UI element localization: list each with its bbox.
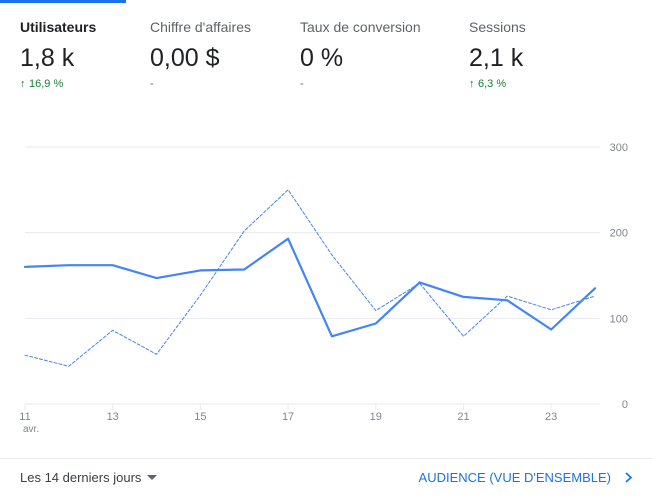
x-axis-month-label: avr. [23, 424, 39, 435]
metric-change-value: - [300, 78, 304, 90]
metric-value: 0 % [300, 44, 344, 72]
metric-title: Sessions [469, 19, 526, 35]
arrow-up-icon: ↑ [469, 78, 475, 90]
metric-title: Taux de conversion [300, 19, 421, 35]
line-chart: 0 100 200 300 11 13 15 17 19 21 23 avr. [19, 142, 628, 435]
audience-overview-link[interactable]: AUDIENCE (VUE D'ENSEMBLE) [419, 470, 632, 485]
metric-tabs: Utilisateurs 1,8 k ↑ 16,9 % Chiffre d'aff… [0, 0, 652, 110]
arrow-up-icon: ↑ [20, 78, 26, 90]
y-tick-label: 200 [610, 228, 628, 240]
metric-title: Utilisateurs [20, 19, 97, 35]
metric-tab-sessions[interactable]: Sessions 2,1 k ↑ 6,3 % [469, 0, 589, 100]
report-link-label: AUDIENCE (VUE D'ENSEMBLE) [418, 470, 611, 485]
x-tick-label: 11 [19, 411, 30, 423]
metric-change-value: - [150, 78, 154, 90]
x-tick-label: 19 [370, 411, 382, 423]
x-tick-label: 13 [107, 411, 119, 423]
y-tick-label: 100 [610, 313, 628, 325]
metric-change-value: 16,9 % [29, 78, 64, 90]
x-tick-label: 17 [282, 411, 294, 423]
metric-value: 1,8 k [20, 44, 75, 72]
metric-change: - [150, 78, 154, 90]
x-tick-label: 15 [194, 411, 206, 423]
metric-change: ↑ 6,3 % [469, 78, 506, 90]
metric-tab-revenue[interactable]: Chiffre d'affaires 0,00 $ - [150, 0, 290, 100]
chevron-right-icon [625, 472, 632, 483]
caret-down-icon [147, 475, 158, 481]
card-footer: Les 14 derniers jours AUDIENCE (VUE D'EN… [0, 458, 652, 498]
metric-change: - [300, 78, 304, 90]
date-range-dropdown[interactable]: Les 14 derniers jours [20, 470, 158, 485]
series-current-period-line [23, 237, 597, 338]
x-tick-label: 21 [457, 411, 469, 423]
active-tab-indicator [0, 0, 126, 3]
series-previous-period-line [24, 189, 596, 367]
metric-value: 2,1 k [469, 44, 524, 72]
metric-change-value: 6,3 % [478, 78, 507, 90]
metric-tab-conversion-rate[interactable]: Taux de conversion 0 % - [300, 0, 450, 100]
x-tick-label: 23 [545, 411, 557, 423]
y-tick-label: 0 [622, 399, 628, 411]
metric-tab-users[interactable]: Utilisateurs 1,8 k ↑ 16,9 % [20, 0, 140, 100]
metric-title: Chiffre d'affaires [150, 19, 251, 35]
y-tick-label: 300 [610, 142, 628, 154]
date-range-label: Les 14 derniers jours [20, 470, 142, 485]
metric-change: ↑ 16,9 % [20, 78, 63, 90]
metric-value: 0,00 $ [150, 44, 220, 72]
